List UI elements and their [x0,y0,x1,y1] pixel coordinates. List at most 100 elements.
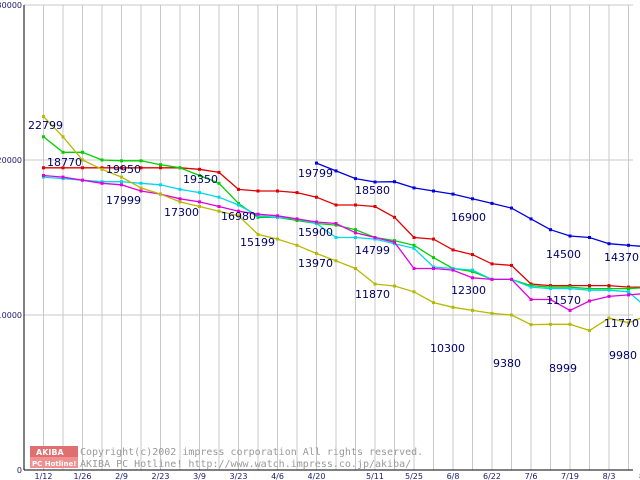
data-point-magenta [412,267,416,270]
data-point-green [354,228,357,232]
data-point-magenta [100,181,104,185]
data-point-olive [159,192,162,196]
data-point-green [100,158,104,162]
data-point-magenta [120,183,123,187]
data-point-red [490,262,494,266]
data-point-red [588,284,591,288]
data-point-red [432,237,435,241]
data-point-green [139,159,143,163]
x-tick-label: 8/3 [603,472,616,480]
x-tick-label: 6/8 [447,472,460,480]
data-point-red [81,166,84,170]
data-label: 11770 [604,317,639,330]
data-label: 19950 [106,163,141,176]
data-point-red [451,248,455,252]
data-point-magenta [139,189,143,193]
data-label-layer: 22799 18770 19950 17999 17300 19350 16980 15199… [28,119,639,375]
data-point-olive [315,252,318,255]
data-point-blue [627,243,630,247]
data-point-red [295,191,299,195]
data-point-red [412,236,416,239]
data-point-olive [529,323,533,327]
data-point-cyan [178,187,182,191]
data-point-red [256,189,260,193]
data-label: 16980 [221,210,256,223]
data-point-magenta [256,212,260,216]
data-point-green [393,239,396,243]
data-point-green [237,201,240,205]
data-point-cyan [100,180,104,184]
data-point-blue [607,242,611,246]
data-point-magenta [549,298,552,301]
data-point-olive [451,305,455,309]
data-point-olive [627,321,630,325]
data-point-green [217,181,221,185]
data-point-cyan [237,203,240,207]
data-label: 17300 [164,206,199,219]
x-tick-label: 5/25 [405,472,423,480]
data-point-olive [276,237,279,241]
data-point-green [432,256,435,260]
data-point-magenta [81,178,84,182]
data-point-red [354,203,357,207]
data-point-green [295,219,299,222]
data-point-red [315,195,318,199]
copyright-line-2: AKIBA PC Hotline! http://www.watch.impre… [80,459,411,470]
data-label: 17999 [106,194,141,207]
data-point-blue [373,180,377,184]
data-point-olive [42,115,45,119]
data-point-magenta [393,240,396,244]
data-point-cyan [529,285,533,289]
data-point-red [393,215,396,219]
logo-top-bg [30,446,78,457]
data-label: 19799 [298,167,333,180]
data-point-olive [490,311,494,315]
data-point-blue [490,201,494,205]
data-label: 18580 [355,184,390,197]
data-point-olive [198,205,201,208]
data-point-magenta [568,308,572,312]
data-label: 14500 [546,248,581,261]
data-point-olive [568,322,572,326]
data-point-blue [432,189,435,193]
data-point-olive [61,135,65,139]
data-point-magenta [432,267,435,270]
data-point-magenta [471,276,474,280]
data-point-red [61,166,65,170]
data-point-red [198,167,201,171]
data-label: 14370 [604,251,639,264]
data-label: 10300 [430,342,465,355]
series-layer [42,115,640,332]
data-point-magenta [529,298,533,301]
data-point-magenta [627,293,630,297]
data-point-cyan [159,183,162,187]
logo-bottom-text: PC Hotline! [32,460,76,468]
data-point-magenta [237,209,240,213]
data-point-olive [607,316,611,320]
data-point-olive [432,301,435,305]
data-label: 15900 [298,226,333,239]
data-label: 22799 [28,119,63,132]
logo-bottom-bg [30,457,78,468]
data-point-magenta [198,200,201,204]
data-point-blue [334,169,338,173]
data-label: 11570 [546,294,581,307]
data-point-magenta [373,236,377,239]
data-point-cyan [198,191,201,195]
data-point-red [529,282,533,286]
data-point-red [334,203,338,207]
data-point-magenta [334,222,338,225]
data-point-olive [393,284,396,288]
data-point-red [471,253,474,257]
data-point-olive [412,290,416,294]
data-point-green [588,287,591,291]
data-point-cyan [471,268,474,272]
x-tick-label: 1/12 [35,472,53,480]
data-point-red [217,170,221,174]
data-point-green [120,159,123,163]
data-point-cyan [42,175,45,179]
data-point-olive [100,167,104,171]
data-point-cyan [139,181,143,185]
x-tick-label: 2/9 [115,472,128,480]
data-point-magenta [42,174,45,177]
